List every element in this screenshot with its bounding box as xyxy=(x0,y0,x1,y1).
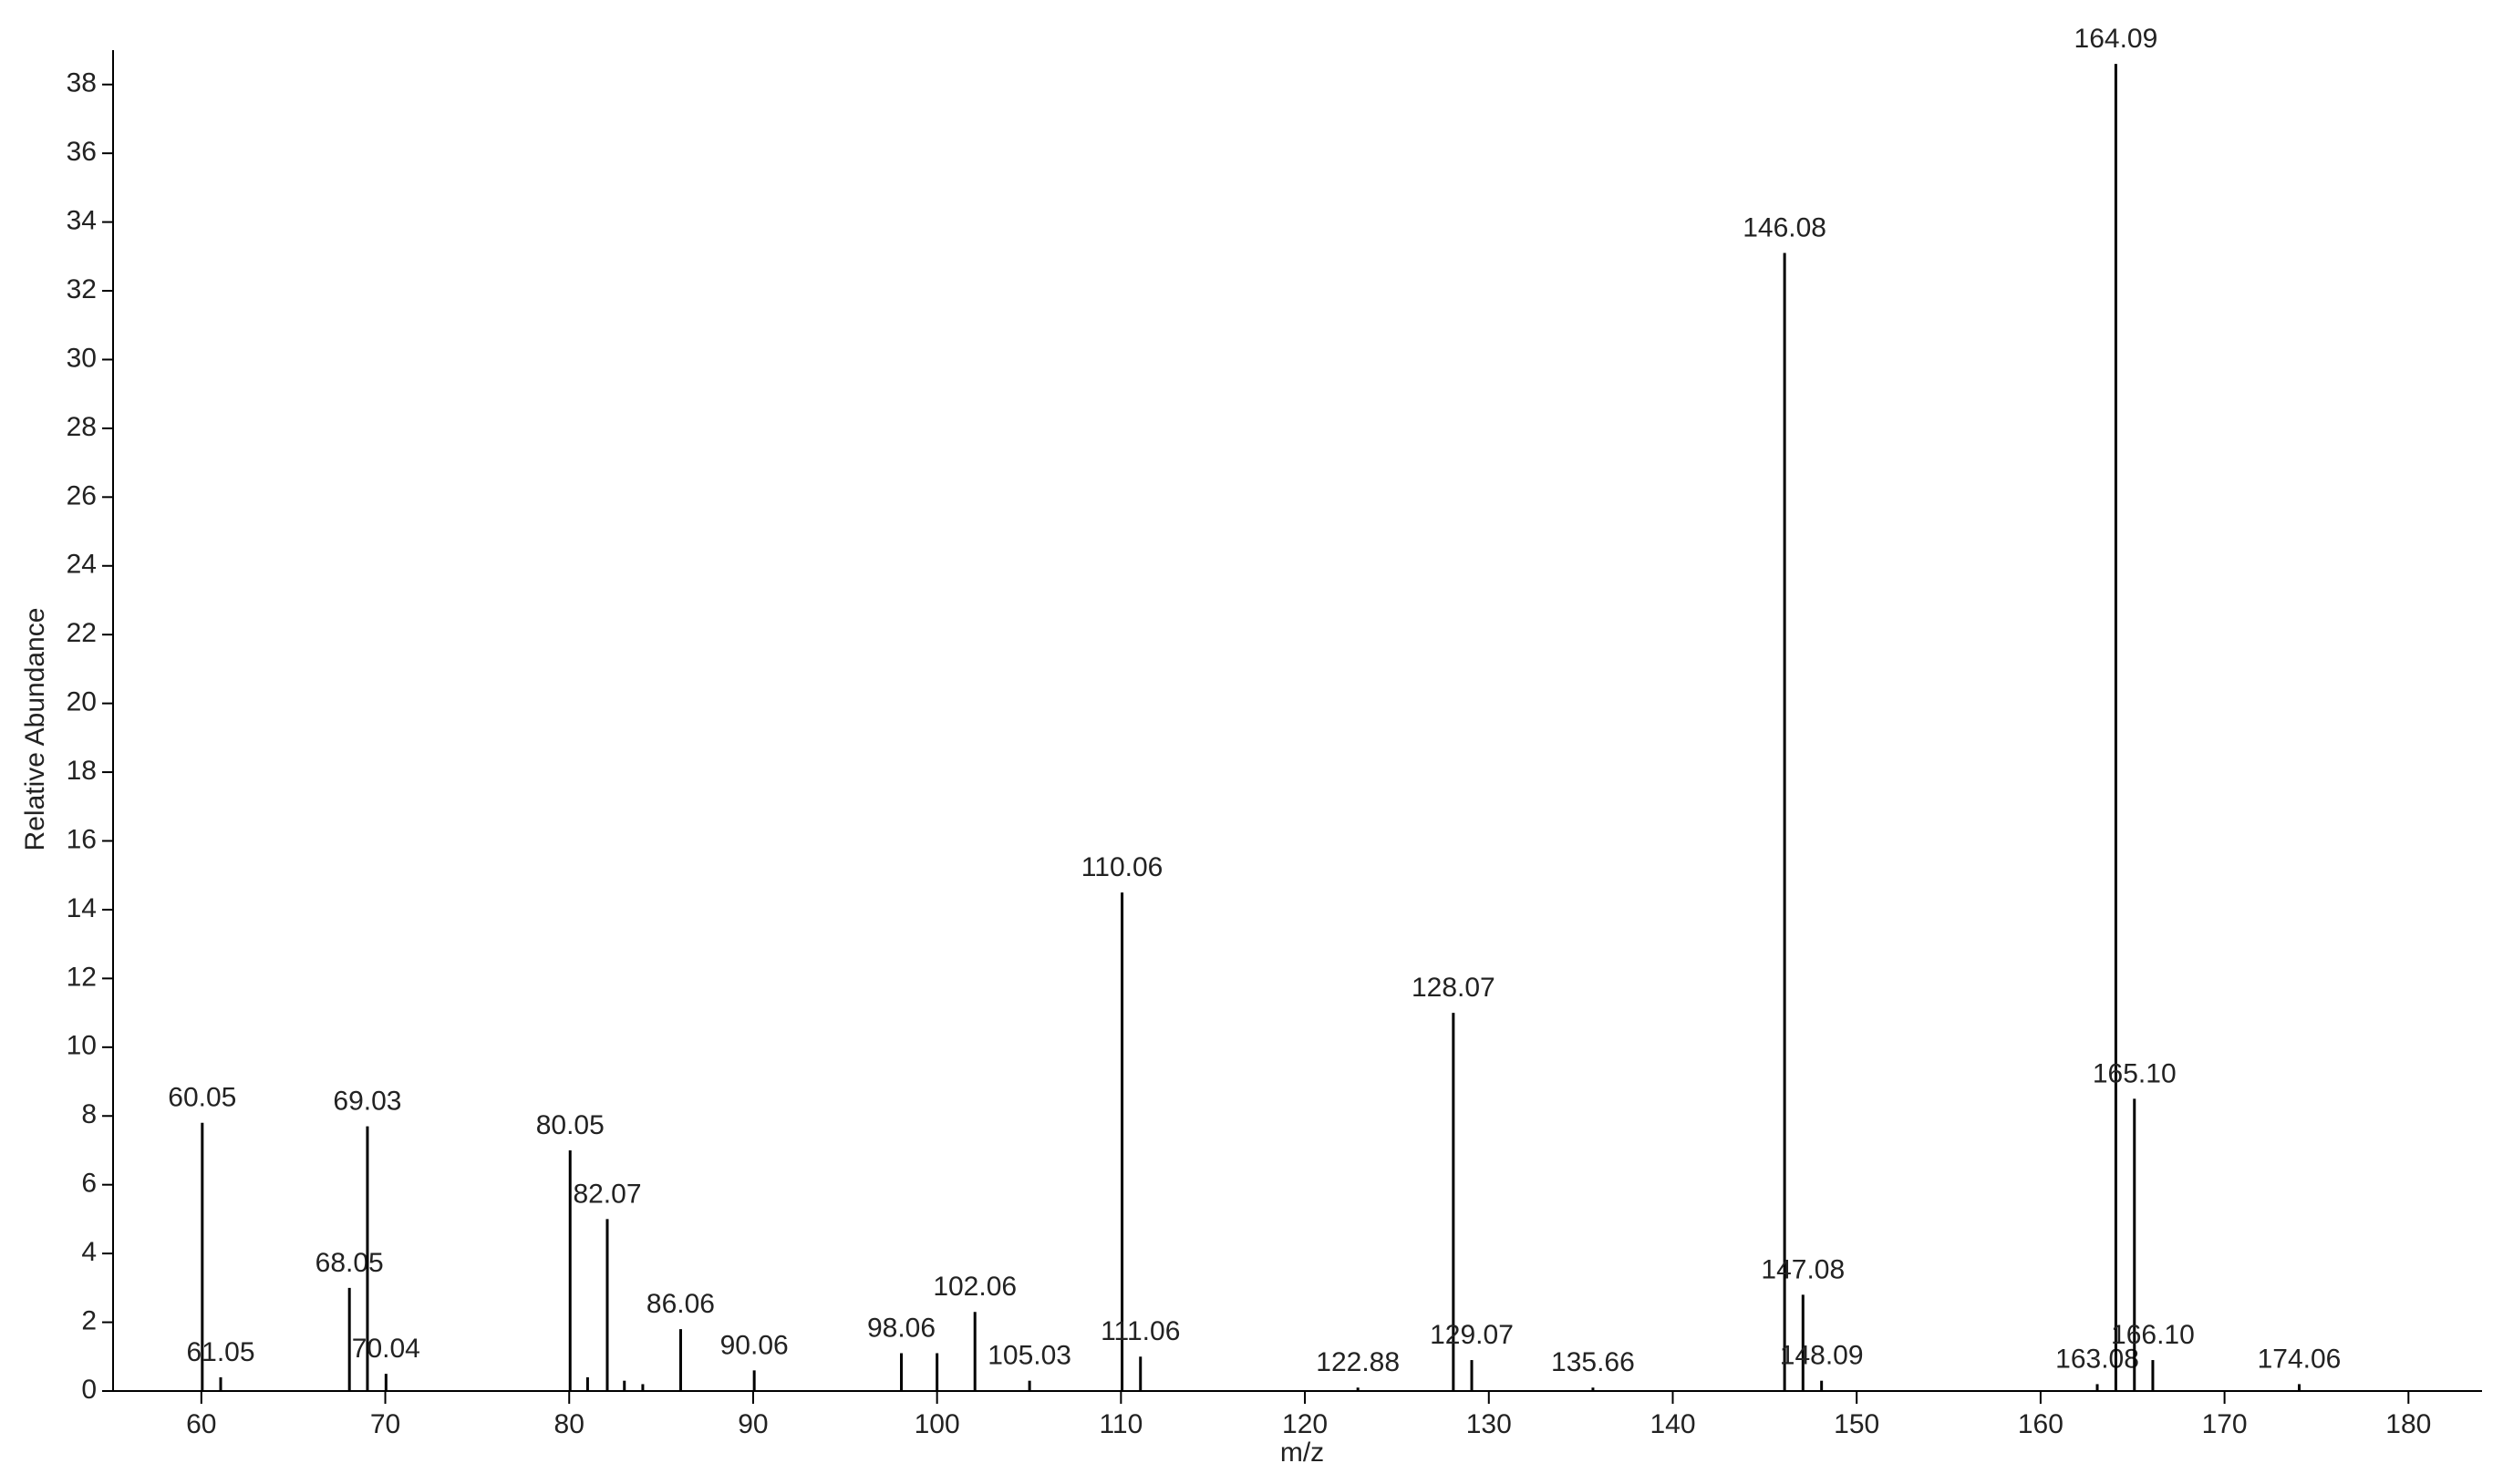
peak-label: 69.03 xyxy=(333,1086,401,1116)
y-tick-label: 20 xyxy=(67,687,97,717)
peak-label: 70.04 xyxy=(352,1334,420,1364)
x-tick-label: 170 xyxy=(2202,1409,2248,1439)
x-tick-label: 70 xyxy=(370,1409,400,1439)
y-tick-label: 14 xyxy=(67,893,97,923)
x-tick-label: 80 xyxy=(554,1409,584,1439)
y-tick-label: 18 xyxy=(67,756,97,786)
x-tick-label: 120 xyxy=(1282,1409,1328,1439)
y-tick-label: 30 xyxy=(67,343,97,373)
peak-label: 98.06 xyxy=(867,1313,936,1343)
x-tick-label: 140 xyxy=(1650,1409,1695,1439)
peak-label: 102.06 xyxy=(933,1272,1017,1302)
y-tick-label: 22 xyxy=(67,618,97,648)
peak-label: 122.88 xyxy=(1316,1347,1400,1377)
x-axis-title: m/z xyxy=(1280,1438,1324,1468)
peak-label: 128.07 xyxy=(1412,973,1495,1003)
x-tick-label: 60 xyxy=(186,1409,216,1439)
y-tick-label: 12 xyxy=(67,962,97,992)
x-tick-label: 130 xyxy=(1466,1409,1512,1439)
peak-label: 90.06 xyxy=(720,1330,789,1360)
peak-label: 163.08 xyxy=(2055,1344,2139,1374)
peak-label: 110.06 xyxy=(1081,852,1164,882)
x-tick-label: 90 xyxy=(738,1409,768,1439)
x-tick-label: 160 xyxy=(2018,1409,2063,1439)
y-tick-label: 28 xyxy=(67,412,97,442)
peak-label: 80.05 xyxy=(536,1110,605,1140)
y-tick-label: 32 xyxy=(67,274,97,304)
peak-label: 86.06 xyxy=(646,1289,715,1319)
peak-label: 148.09 xyxy=(1780,1341,1864,1371)
peak-label: 135.66 xyxy=(1551,1347,1635,1377)
y-tick-label: 0 xyxy=(81,1375,97,1405)
y-tick-label: 34 xyxy=(67,206,97,236)
y-tick-label: 8 xyxy=(81,1099,97,1129)
x-tick-label: 150 xyxy=(1834,1409,1879,1439)
y-tick-label: 10 xyxy=(67,1031,97,1061)
y-tick-label: 24 xyxy=(67,550,97,580)
peak-label: 165.10 xyxy=(2093,1058,2177,1088)
y-tick-label: 38 xyxy=(67,68,97,98)
peak-label: 60.05 xyxy=(168,1083,236,1113)
peak-label: 147.08 xyxy=(1761,1254,1845,1284)
y-tick-label: 16 xyxy=(67,824,97,854)
x-tick-label: 180 xyxy=(2385,1409,2431,1439)
peak-label: 164.09 xyxy=(2074,24,2158,54)
y-tick-label: 6 xyxy=(81,1169,97,1199)
peak-label: 68.05 xyxy=(315,1248,384,1278)
x-tick-label: 110 xyxy=(1099,1409,1143,1439)
y-tick-label: 26 xyxy=(67,480,97,510)
peak-label: 82.07 xyxy=(573,1179,641,1209)
peak-label: 166.10 xyxy=(2111,1320,2195,1350)
y-tick-label: 4 xyxy=(81,1237,97,1267)
peak-label: 174.06 xyxy=(2258,1344,2342,1374)
y-axis-title: Relative Abundance xyxy=(20,608,50,851)
x-tick-label: 100 xyxy=(915,1409,960,1439)
peak-label: 105.03 xyxy=(988,1341,1071,1371)
y-tick-label: 36 xyxy=(67,137,97,167)
peak-label: 146.08 xyxy=(1743,212,1826,242)
peak-label: 111.06 xyxy=(1101,1316,1180,1346)
y-tick-label: 2 xyxy=(81,1305,97,1335)
peak-label: 129.07 xyxy=(1430,1320,1514,1350)
peak-label: 61.05 xyxy=(186,1337,254,1367)
